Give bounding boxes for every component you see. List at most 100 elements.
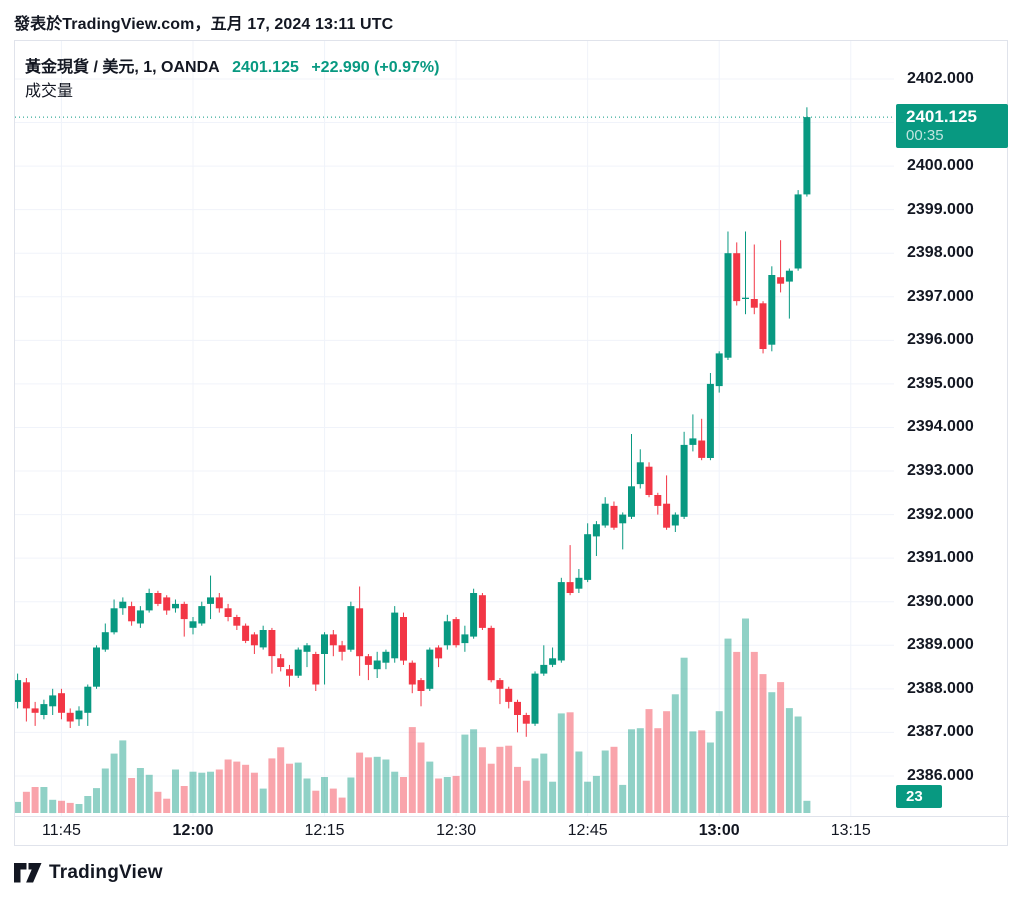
candle-body — [180, 603, 188, 620]
price-axis-label: 2390.000 — [907, 592, 974, 610]
volume-bar — [549, 781, 557, 813]
volume-bar — [592, 775, 600, 813]
price-volume-chart[interactable] — [15, 41, 894, 816]
time-axis-label: 13:00 — [698, 822, 740, 839]
volume-bar — [785, 708, 793, 813]
candle-body — [400, 617, 407, 661]
volume-bar — [584, 781, 592, 813]
volume-bar — [733, 651, 741, 813]
candle-body — [101, 632, 109, 650]
candle-body — [312, 654, 320, 685]
candle-body — [487, 627, 495, 681]
volume-bar — [706, 742, 714, 813]
volume-bar — [628, 729, 635, 813]
volume-bar — [540, 753, 548, 813]
candle-body — [356, 608, 364, 657]
time-axis[interactable]: 11:45 12:00 12:15 12:30 12:45 13:00 13:15 — [15, 816, 1009, 846]
price-axis[interactable]: 2401.125 00:35 23 2402.000 2400.000 2399.0… — [894, 41, 1008, 816]
volume-bar — [759, 674, 767, 813]
candle-body — [136, 610, 144, 624]
candle-body — [66, 712, 74, 722]
candle-body — [347, 606, 355, 650]
volume-bar — [610, 746, 618, 814]
chart-widget[interactable]: 黃金現貨 / 美元, 1, OANDA 2401.125 +22.990 (+0… — [14, 40, 1009, 846]
time-axis-label: 12:15 — [304, 822, 345, 839]
candle-body — [189, 621, 197, 628]
tradingview-brand-text[interactable]: TradingView — [49, 862, 163, 883]
candle-body — [531, 673, 539, 724]
volume-bar — [154, 791, 162, 813]
volume-bar — [654, 728, 662, 813]
candle-body — [724, 253, 732, 358]
candle-body — [443, 621, 451, 646]
published-line: 發表於TradingView.com，五月 17, 2024 13:11 UTC — [14, 16, 394, 33]
tradingview-logo-icon[interactable] — [14, 862, 42, 884]
volume-bar — [470, 729, 478, 813]
legend-last-price: 2401.125 — [232, 59, 299, 76]
volume-bar — [163, 798, 171, 813]
volume-bar — [391, 771, 399, 813]
candle-body — [22, 682, 30, 709]
candle-body — [329, 634, 337, 646]
price-axis-label: 2388.000 — [907, 679, 974, 697]
volume-bar — [505, 745, 513, 813]
volume-bar — [242, 764, 250, 813]
volume-bar — [347, 777, 355, 813]
volume-bar — [128, 778, 136, 813]
candle-body — [628, 486, 635, 517]
volume-bar — [268, 758, 276, 813]
candle-body — [250, 634, 258, 646]
candle-body — [259, 630, 267, 648]
volume-bar — [426, 761, 434, 813]
volume-bar — [110, 753, 118, 813]
candle-body — [540, 664, 548, 674]
volume-bar — [680, 657, 688, 813]
volume-bar — [689, 731, 697, 813]
candle-body — [566, 582, 574, 593]
candle-body — [777, 277, 785, 284]
volume-bar — [750, 651, 758, 813]
candle-body — [706, 383, 714, 458]
volume-layer — [15, 618, 811, 814]
candle-body — [110, 608, 118, 633]
price-axis-label: 2394.000 — [907, 418, 974, 436]
symbol-title: 黃金現貨 / 美元, 1, OANDA — [25, 59, 220, 76]
candle-body — [505, 688, 513, 702]
candle-body — [461, 634, 469, 644]
candle-body — [93, 647, 100, 687]
candle-body — [145, 593, 153, 611]
last-price-badge: 2401.125 00:35 — [896, 104, 1008, 149]
candle-body — [733, 253, 741, 302]
candle-body — [680, 444, 688, 517]
volume-bar — [487, 763, 495, 813]
candle-body — [742, 297, 749, 299]
candle-body — [698, 440, 706, 458]
chart-canvas[interactable] — [15, 41, 894, 816]
volume-bar — [496, 746, 504, 814]
candle-body — [268, 630, 276, 657]
candle-body — [233, 617, 241, 626]
volume-bar — [312, 790, 320, 813]
candle-body — [435, 647, 443, 659]
candle-body — [321, 634, 328, 654]
volume-bar — [768, 692, 776, 813]
volume-bar — [189, 771, 197, 813]
volume-bar — [75, 804, 83, 813]
volume-bar — [619, 784, 627, 813]
volume-bar — [303, 778, 311, 813]
volume-bar — [364, 757, 372, 814]
volume-bar — [461, 734, 469, 813]
volume-bar — [233, 761, 241, 813]
candle-body — [198, 606, 206, 624]
candle-body — [215, 597, 223, 609]
volume-bar — [443, 777, 451, 813]
price-axis-label: 2392.000 — [907, 505, 974, 523]
volume-bar — [321, 777, 328, 813]
candle-body — [645, 466, 653, 495]
candle-body — [671, 514, 679, 526]
volume-bar — [15, 801, 22, 813]
candle-body — [391, 612, 399, 659]
volume-bar — [198, 772, 206, 813]
volume-bar — [566, 712, 574, 813]
candle-body — [15, 680, 22, 702]
